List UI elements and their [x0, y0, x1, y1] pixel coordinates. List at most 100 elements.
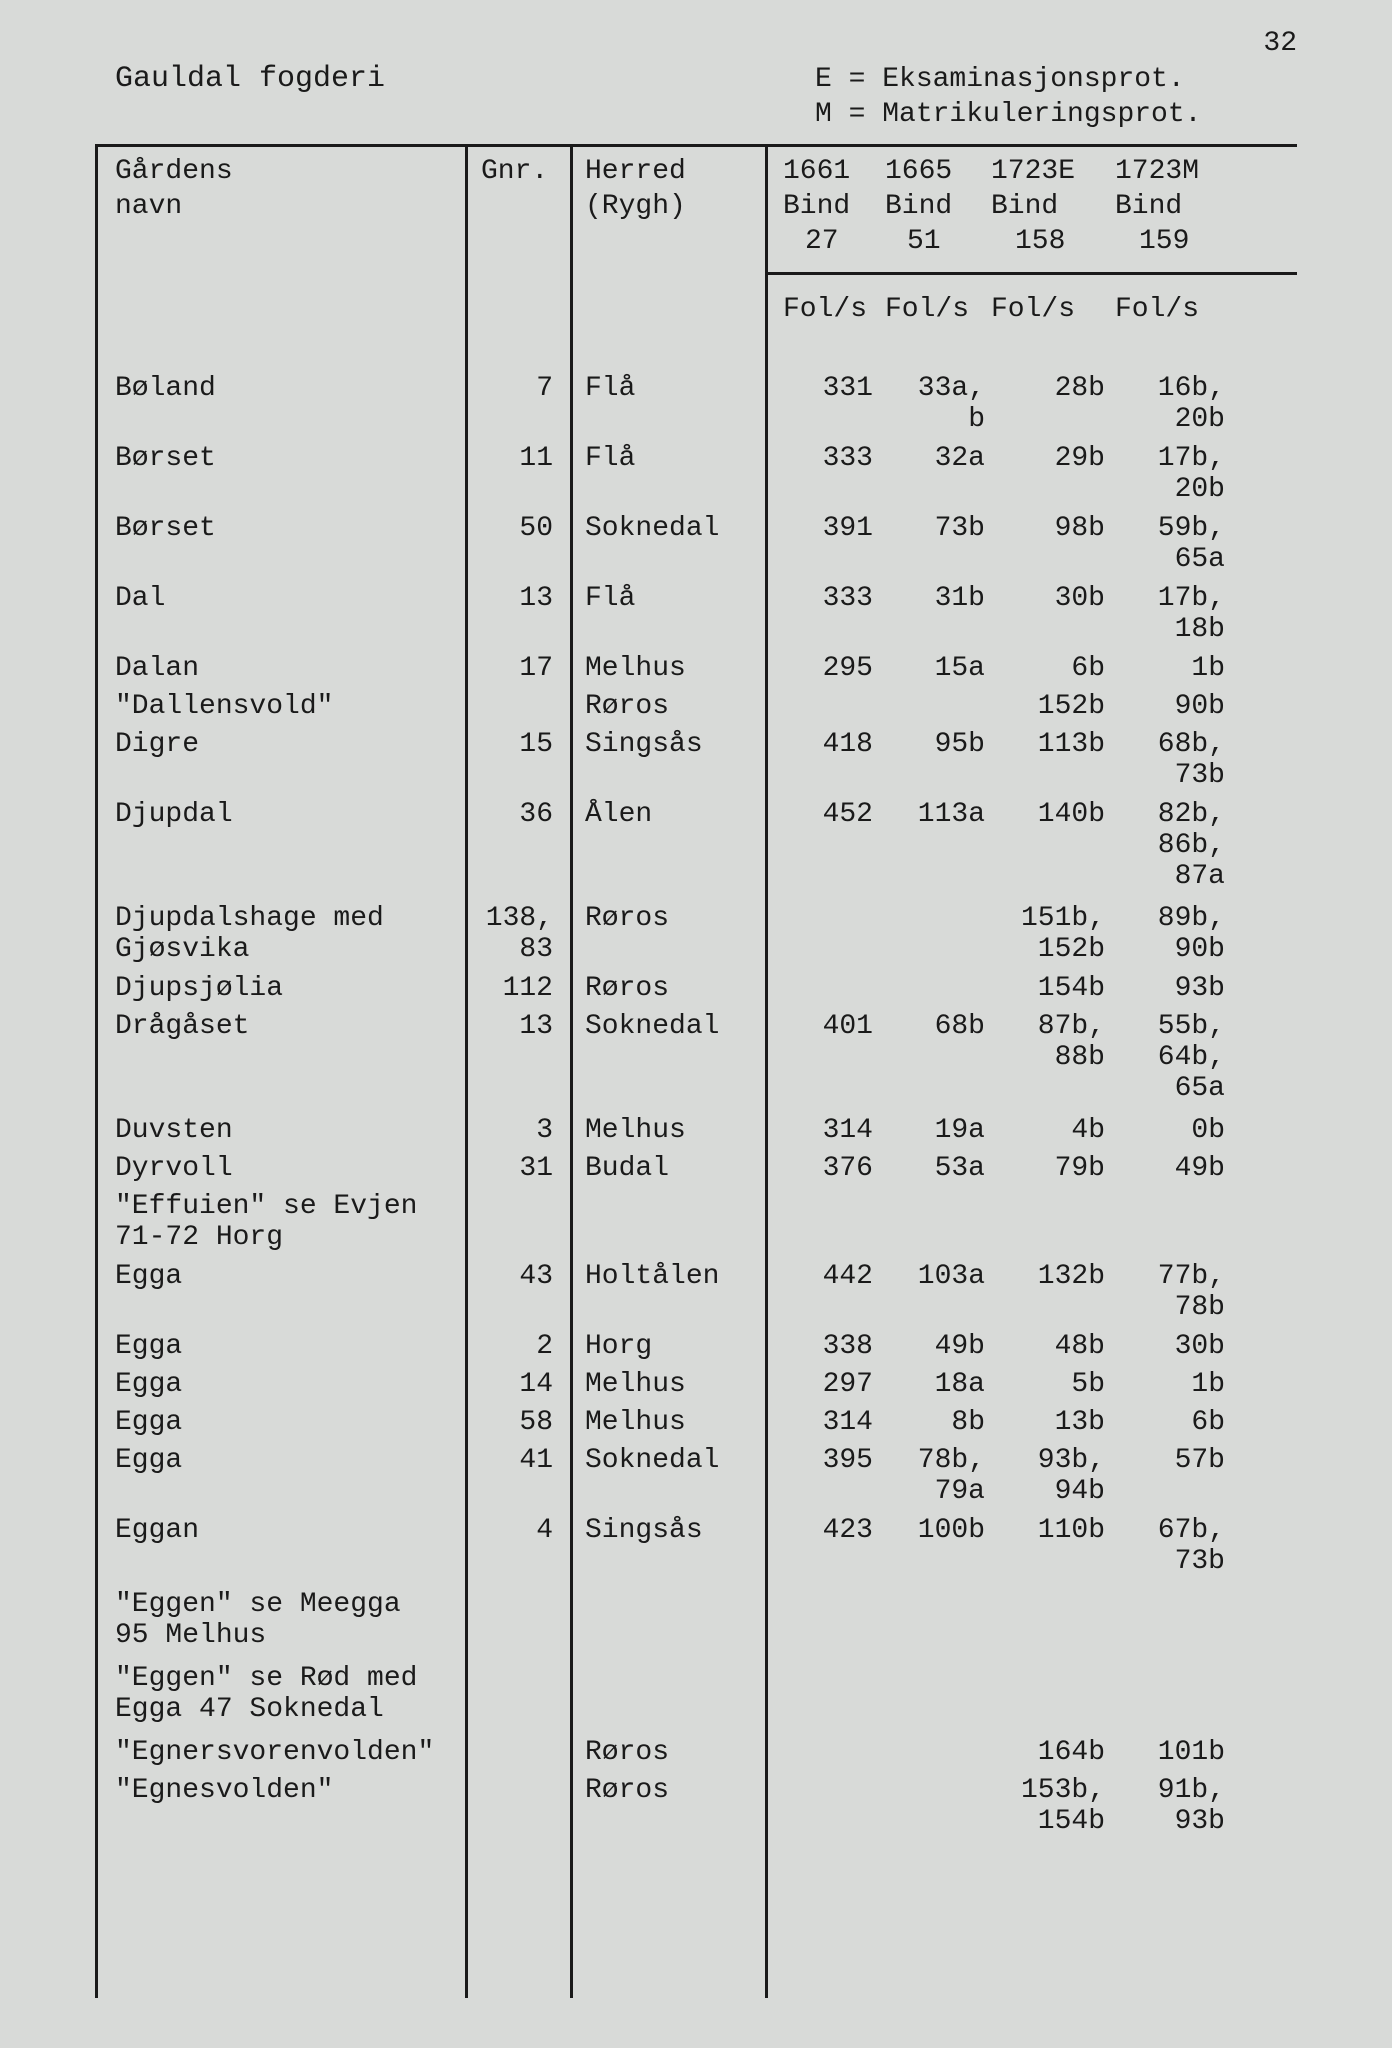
table-cell: 333	[783, 444, 873, 475]
subhead-fols-3: Fol/s	[991, 292, 1075, 327]
table-cell: 110b	[995, 1516, 1105, 1547]
table-cell: 77b, 78b	[1115, 1262, 1225, 1324]
col-header-herred-l1: Herred	[585, 154, 686, 189]
table-cell: Soknedal	[585, 514, 719, 545]
col-header-name: Gårdens navn	[115, 154, 233, 224]
col-header-1723e-l2: Bind	[991, 189, 1075, 224]
table-cell: 13	[473, 1012, 553, 1043]
table-cell: "Egnersvorenvolden"	[115, 1738, 434, 1769]
table-cell: 6b	[1115, 1408, 1225, 1439]
table-cell: "Eggen" se Meegga 95 Melhus	[115, 1590, 401, 1652]
table-cell: 151b, 152b	[995, 904, 1105, 966]
table-cell: "Dallensvold"	[115, 692, 333, 723]
table-cell: 1b	[1115, 654, 1225, 685]
table-cell: 3	[473, 1116, 553, 1147]
col-header-1661-l2: Bind	[783, 189, 850, 224]
col-header-1665-l1: 1665	[885, 154, 952, 189]
table-vline-1	[95, 144, 98, 1998]
document-page: 3 2 Gauldal fogderi E = Eksaminasjonsprot…	[55, 50, 1337, 1998]
table-cell: Egga	[115, 1446, 182, 1477]
subhead-fols-4: Fol/s	[1115, 292, 1199, 327]
table-cell: Djupdal	[115, 800, 233, 831]
col-header-herred: Herred (Rygh)	[585, 154, 686, 224]
table-cell: 113a	[885, 800, 985, 831]
table-cell: 5b	[995, 1370, 1105, 1401]
table-cell: 103a	[885, 1262, 985, 1293]
table-cell: 68b, 73b	[1115, 730, 1225, 792]
table-cell: 14	[473, 1370, 553, 1401]
table-cell: 59b, 65a	[1115, 514, 1225, 576]
col-header-1665-bind: 51	[907, 224, 941, 259]
table-cell: Egga	[115, 1370, 182, 1401]
table-cell: Røros	[585, 1776, 669, 1807]
table-cell: 95b	[885, 730, 985, 761]
table-cell: 48b	[995, 1332, 1105, 1363]
table-cell: 8b	[885, 1408, 985, 1439]
table-cell: 31	[473, 1154, 553, 1185]
table-cell: 53a	[885, 1154, 985, 1185]
table-cell: 93b	[1115, 974, 1225, 1005]
col-header-1723m-bind: 159	[1139, 224, 1189, 259]
table-cell: 58	[473, 1408, 553, 1439]
table-cell: 113b	[995, 730, 1105, 761]
table-cell: 82b, 86b, 87a	[1115, 800, 1225, 892]
table-cell: 0b	[1115, 1116, 1225, 1147]
table-cell: 15a	[885, 654, 985, 685]
table-cell: 36	[473, 800, 553, 831]
table-cell: Soknedal	[585, 1012, 719, 1043]
table-cell: 101b	[1115, 1738, 1225, 1769]
table-cell: 152b	[995, 692, 1105, 723]
table-cell: 2	[473, 1332, 553, 1363]
page-number: 32	[1263, 28, 1297, 59]
table-vline-2	[465, 144, 468, 1998]
page-title: Gauldal fogderi	[115, 62, 385, 96]
table-cell: 41	[473, 1446, 553, 1477]
table-cell: 112	[473, 974, 553, 1005]
table-vline-3	[570, 144, 573, 1998]
table-cell: Holtålen	[585, 1262, 719, 1293]
table-cell: 30b	[1115, 1332, 1225, 1363]
table-cell: 79b	[995, 1154, 1105, 1185]
table-cell: 17b, 20b	[1115, 444, 1225, 506]
table-cell: 73b	[885, 514, 985, 545]
table-cell: Børset	[115, 514, 216, 545]
table-cell: 16b, 20b	[1115, 374, 1225, 436]
table-cell: 32a	[885, 444, 985, 475]
table-vline-4	[765, 144, 768, 1998]
table-cell: 4b	[995, 1116, 1105, 1147]
table-cell: Egga	[115, 1408, 182, 1439]
table-cell: 4	[473, 1516, 553, 1547]
table-cell: 13b	[995, 1408, 1105, 1439]
table-cell: 423	[783, 1516, 873, 1547]
table-header-divider	[765, 272, 1297, 275]
col-header-1665-l2: Bind	[885, 189, 952, 224]
col-header-1661-bind: 27	[805, 224, 839, 259]
table-cell: Djupsjølia	[115, 974, 283, 1005]
table-cell: 297	[783, 1370, 873, 1401]
table-cell: Budal	[585, 1154, 669, 1185]
table-cell: 30b	[995, 584, 1105, 615]
table: Gårdens navn Gnr. Herred (Rygh) 1661 Bin…	[95, 144, 1297, 1998]
table-cell: Melhus	[585, 654, 686, 685]
table-cell: 100b	[885, 1516, 985, 1547]
col-header-1723m-l1: 1723M	[1115, 154, 1199, 189]
col-header-1723m-l2: Bind	[1115, 189, 1199, 224]
table-top-border	[95, 144, 1297, 147]
table-cell: Singsås	[585, 730, 703, 761]
table-cell: 90b	[1115, 692, 1225, 723]
table-cell: Djupdalshage med Gjøsvika	[115, 904, 384, 966]
legend-line-1: E = Eksaminasjonsprot.	[815, 62, 1201, 97]
table-cell: Digre	[115, 730, 199, 761]
table-cell: 15	[473, 730, 553, 761]
table-cell: 89b, 90b	[1115, 904, 1225, 966]
table-cell: 13	[473, 584, 553, 615]
table-cell: 91b, 93b	[1115, 1776, 1225, 1838]
table-cell: Børset	[115, 444, 216, 475]
table-cell: 333	[783, 584, 873, 615]
table-cell: 452	[783, 800, 873, 831]
legend-line-2: M = Matrikuleringsprot.	[815, 97, 1201, 132]
table-cell: Røros	[585, 904, 669, 935]
table-cell: 87b, 88b	[995, 1012, 1105, 1074]
table-cell: 93b, 94b	[995, 1446, 1105, 1508]
col-header-herred-l2: (Rygh)	[585, 189, 686, 224]
